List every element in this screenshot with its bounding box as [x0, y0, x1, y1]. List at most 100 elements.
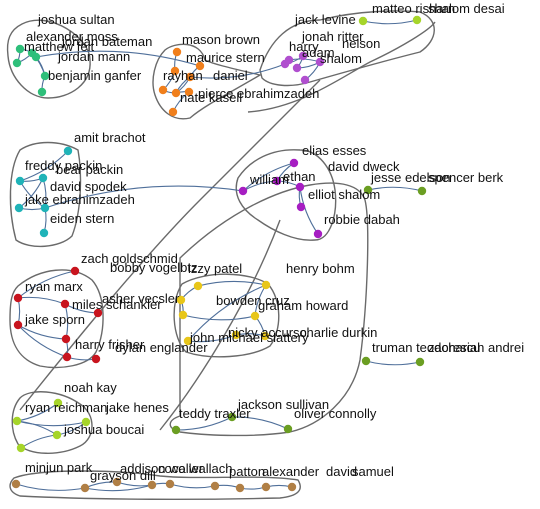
node-label: eiden stern	[50, 211, 114, 226]
graph-node[interactable]	[261, 280, 271, 290]
graph-edge	[175, 416, 233, 431]
node-label: freddy packin	[25, 158, 102, 173]
graph-edge	[84, 484, 153, 492]
node-label: robbie dabah	[324, 212, 400, 227]
graph-node[interactable]	[315, 57, 325, 67]
graph-node[interactable]	[361, 356, 371, 366]
node-label: noah kay	[64, 380, 117, 395]
graph-node[interactable]	[37, 87, 47, 97]
graph-node[interactable]	[238, 186, 248, 196]
node-label: asher vecsler	[102, 291, 180, 306]
graph-edge	[17, 324, 67, 340]
graph-node[interactable]	[184, 87, 194, 97]
graph-node[interactable]	[91, 354, 101, 364]
graph-node[interactable]	[16, 443, 26, 453]
graph-node[interactable]	[12, 58, 22, 68]
graph-node[interactable]	[147, 480, 157, 490]
graph-node[interactable]	[158, 85, 168, 95]
graph-node[interactable]	[295, 182, 305, 192]
graph-node[interactable]	[272, 176, 282, 186]
node-label: david	[326, 464, 357, 479]
node-label: coco wallach	[158, 461, 232, 476]
graph-node[interactable]	[52, 430, 62, 440]
node-label: teddy traxler	[179, 406, 251, 421]
graph-node[interactable]	[235, 483, 245, 493]
graph-node[interactable]	[93, 308, 103, 318]
node-label: zach goldschmid	[81, 251, 178, 266]
graph-node[interactable]	[261, 482, 271, 492]
graph-node[interactable]	[31, 52, 41, 62]
graph-node[interactable]	[176, 295, 186, 305]
graph-node[interactable]	[62, 352, 72, 362]
graph-edge	[15, 483, 86, 491]
graph-node[interactable]	[358, 16, 368, 26]
graph-node[interactable]	[81, 417, 91, 427]
node-label: elliot shalom	[308, 187, 380, 202]
graph-node[interactable]	[417, 186, 427, 196]
graph-node[interactable]	[292, 63, 302, 73]
graph-node[interactable]	[415, 357, 425, 367]
graph-node[interactable]	[112, 477, 122, 487]
graph-node[interactable]	[260, 331, 270, 341]
graph-node[interactable]	[412, 15, 422, 25]
graph-node[interactable]	[13, 293, 23, 303]
group-hull-g2	[152, 43, 262, 120]
graph-node[interactable]	[15, 176, 25, 186]
graph-edge	[365, 360, 421, 366]
graph-node[interactable]	[193, 281, 203, 291]
graph-edge	[35, 50, 201, 67]
graph-node[interactable]	[287, 482, 297, 492]
graph-node[interactable]	[298, 51, 308, 61]
graph-edge	[44, 185, 244, 209]
node-label: elias esses	[302, 143, 367, 158]
graph-edge	[197, 280, 267, 287]
graph-node[interactable]	[363, 185, 373, 195]
graph-node[interactable]	[12, 416, 22, 426]
node-label: ryan marx	[25, 279, 83, 294]
node-label: adam	[302, 45, 335, 60]
graph-node[interactable]	[165, 479, 175, 489]
graph-node[interactable]	[13, 320, 23, 330]
graph-node[interactable]	[60, 299, 70, 309]
graph-node[interactable]	[185, 72, 195, 82]
graph-node[interactable]	[53, 398, 63, 408]
graph-edge	[299, 186, 319, 235]
graph-node[interactable]	[170, 66, 180, 76]
graph-edge	[367, 186, 423, 192]
graph-node[interactable]	[296, 202, 306, 212]
graph-node[interactable]	[183, 336, 193, 346]
graph-node[interactable]	[313, 229, 323, 239]
graph-node[interactable]	[231, 330, 241, 340]
graph-node[interactable]	[171, 425, 181, 435]
graph-node[interactable]	[172, 47, 182, 57]
graph-node[interactable]	[70, 266, 80, 276]
graph-node[interactable]	[300, 75, 310, 85]
graph-node[interactable]	[171, 88, 181, 98]
graph-node[interactable]	[40, 203, 50, 213]
node-label: ethan	[283, 169, 316, 184]
graph-node[interactable]	[61, 334, 71, 344]
graph-node[interactable]	[227, 412, 237, 422]
node-label: alexander	[262, 464, 320, 479]
graph-node[interactable]	[178, 310, 188, 320]
graph-node[interactable]	[168, 107, 178, 117]
graph-edge	[17, 324, 68, 358]
graph-node[interactable]	[80, 483, 90, 493]
graph-node[interactable]	[195, 61, 205, 71]
graph-node[interactable]	[283, 424, 293, 434]
graph-node[interactable]	[284, 55, 294, 65]
graph-node[interactable]	[63, 146, 73, 156]
node-label: charlie durkin	[300, 325, 377, 340]
graph-node[interactable]	[40, 71, 50, 81]
node-label: maurice stern	[186, 50, 265, 65]
graph-node[interactable]	[250, 311, 260, 321]
graph-node[interactable]	[210, 481, 220, 491]
graph-edge	[17, 296, 66, 305]
graph-node[interactable]	[289, 158, 299, 168]
graph-node[interactable]	[11, 479, 21, 489]
node-label: matteo risharn	[372, 1, 455, 16]
graph-node[interactable]	[14, 203, 24, 213]
graph-node[interactable]	[38, 173, 48, 183]
graph-node[interactable]	[15, 44, 25, 54]
graph-node[interactable]	[39, 228, 49, 238]
